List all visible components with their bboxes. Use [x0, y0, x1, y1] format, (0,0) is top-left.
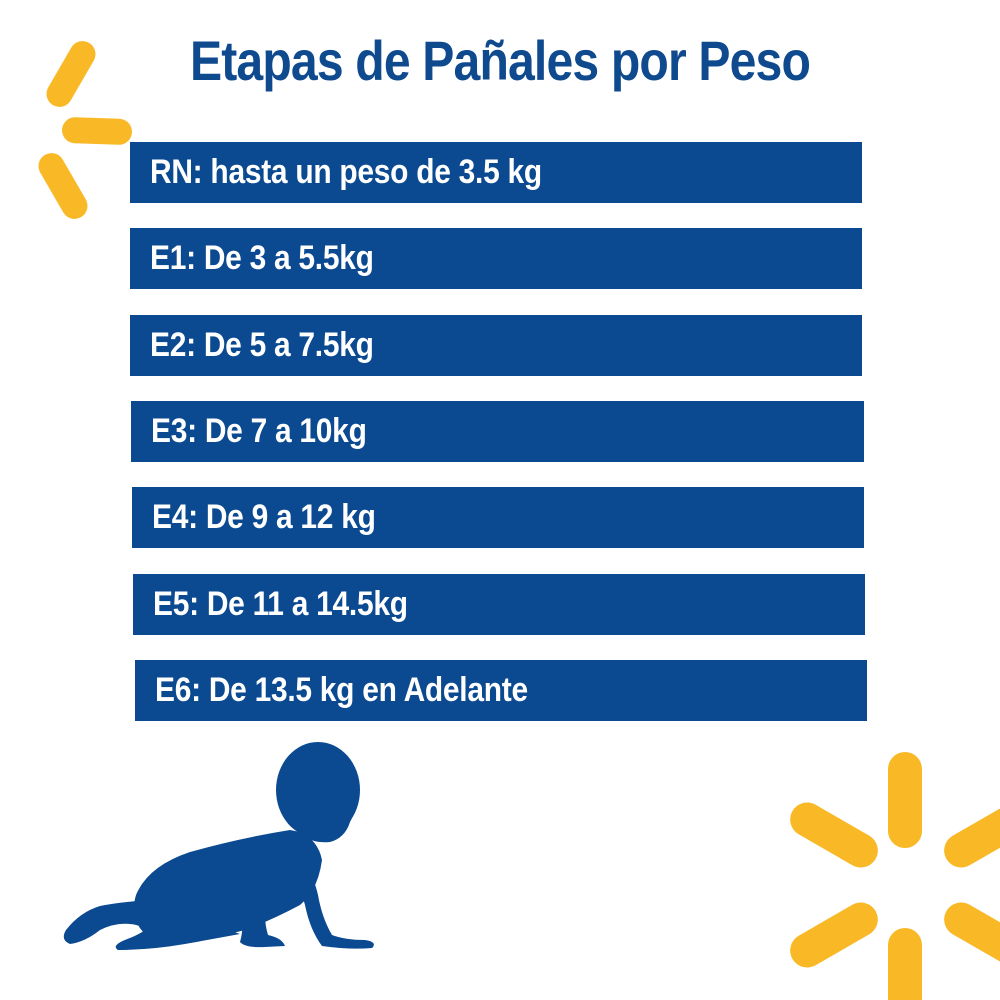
stage-label: E5: De 11 a 14.5kg: [153, 585, 408, 623]
stage-label: E4: De 9 a 12 kg: [152, 498, 376, 536]
stage-label: E2: De 5 a 7.5kg: [150, 326, 374, 364]
stage-bar-e5: E5: De 11 a 14.5kg: [133, 574, 865, 635]
page-title: Etapas de Pañales por Peso: [189, 29, 811, 92]
stage-label: E3: De 7 a 10kg: [151, 412, 367, 450]
stage-bar-e4: E4: De 9 a 12 kg: [132, 487, 864, 548]
stage-label: E1: De 3 a 5.5kg: [150, 239, 374, 277]
stage-bar-e1: E1: De 3 a 5.5kg: [130, 228, 862, 289]
stage-bar-e2: E2: De 5 a 7.5kg: [130, 315, 862, 376]
stage-bar-e6: E6: De 13.5 kg en Adelante: [135, 660, 867, 721]
stage-bar-e3: E3: De 7 a 10kg: [131, 401, 864, 462]
stage-bar-rn: RN: hasta un peso de 3.5 kg: [130, 142, 862, 203]
stage-label: E6: De 13.5 kg en Adelante: [155, 671, 528, 709]
stage-label: RN: hasta un peso de 3.5 kg: [150, 153, 542, 191]
